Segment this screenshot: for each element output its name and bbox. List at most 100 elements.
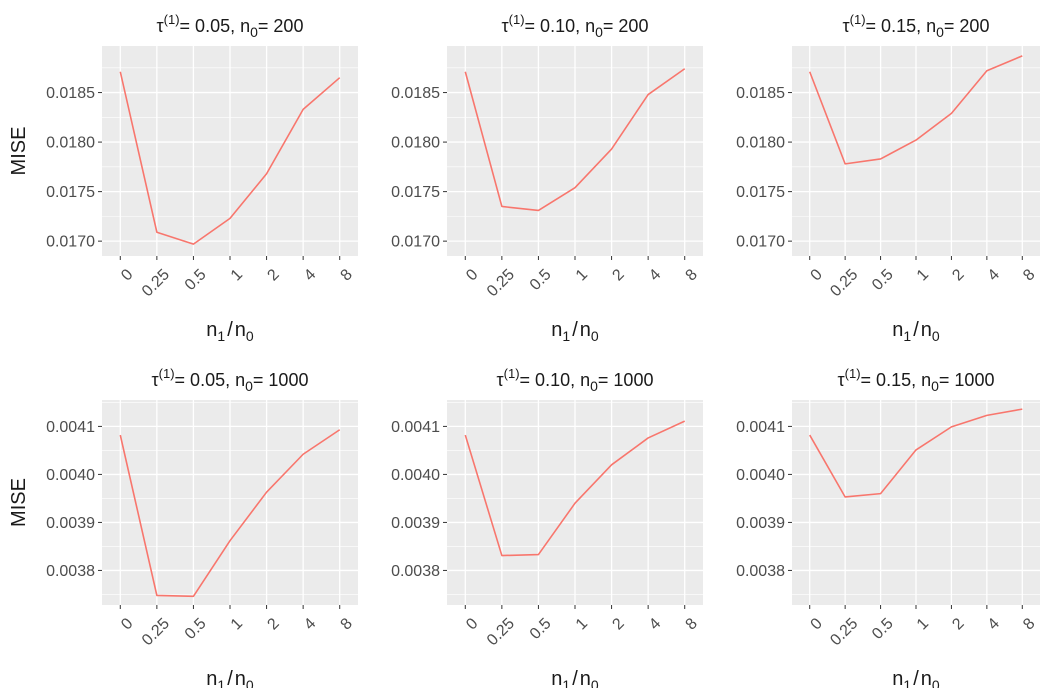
title-superscript: (1): [845, 366, 861, 381]
xlabel-n: n: [892, 319, 903, 341]
title-subscript: 0: [245, 378, 253, 394]
panel-title: τ(1)= 0.10, n0= 200: [502, 12, 649, 40]
panel-title: τ(1)= 0.15, n0= 1000: [838, 366, 995, 394]
title-subscript: 0: [931, 378, 939, 394]
x-tick-label: 1: [914, 266, 932, 284]
xlabel-sub1: 1: [903, 328, 911, 344]
xlabel-sub1: 1: [217, 677, 225, 688]
x-tick-label: 0.25: [139, 615, 173, 649]
xlabel-n0: n: [921, 319, 932, 341]
x-tick-label: 1: [914, 615, 932, 633]
x-tick-label: 2: [264, 615, 282, 633]
title-tau: τ: [843, 16, 850, 36]
title-tau: τ: [497, 370, 504, 390]
title-tail: = 200: [603, 16, 649, 36]
x-tick-label: 0.5: [527, 266, 555, 294]
y-tick-label: 0.0038: [736, 563, 785, 580]
x-tick-label: 0.5: [182, 266, 210, 294]
x-tick-label: 0.5: [869, 615, 897, 643]
xlabel-n: n: [551, 668, 562, 688]
x-tick-label: 1: [228, 266, 246, 284]
title-tau: τ: [502, 16, 509, 36]
y-tick-label: 0.0040: [46, 467, 95, 484]
title-text: = 0.15, n: [866, 16, 937, 36]
xlabel-n: n: [206, 668, 217, 688]
xlabel-n: n: [206, 319, 217, 341]
xlabel-n: n: [551, 319, 562, 341]
title-text: = 0.10, n: [525, 16, 596, 36]
xlabel-n: n: [892, 668, 903, 688]
x-tick-label: 8: [683, 266, 701, 284]
title-superscript: (1): [504, 366, 520, 381]
x-tick-label: 8: [1020, 266, 1038, 284]
x-tick-label: 0: [463, 615, 481, 633]
x-tick-label: 1: [228, 615, 246, 633]
x-axis-label: n1/n0: [892, 319, 940, 344]
title-subscript: 0: [250, 24, 258, 40]
panel-title: τ(1)= 0.05, n0= 200: [157, 12, 304, 40]
y-tick-label: 0.0040: [736, 467, 785, 484]
x-tick-label: 0.5: [527, 615, 555, 643]
xlabel-sub0: 0: [591, 677, 599, 688]
xlabel-slash: /: [913, 668, 919, 688]
x-tick-label: 0: [118, 615, 136, 633]
y-tick-label: 0.0180: [736, 135, 785, 152]
x-tick-label: 8: [338, 615, 356, 633]
x-tick-label: 0.25: [484, 266, 518, 300]
x-axis-label: n1/n0: [206, 668, 254, 688]
x-tick-label: 2: [949, 615, 967, 633]
y-tick-label: 0.0038: [46, 563, 95, 580]
x-tick-label: 0.25: [827, 615, 861, 649]
xlabel-slash: /: [227, 319, 233, 341]
y-tick-label: 0.0039: [46, 515, 95, 532]
x-tick-label: 1: [573, 266, 591, 284]
x-tick-label: 0: [808, 266, 826, 284]
y-tick-label: 0.0041: [736, 419, 785, 436]
xlabel-sub1: 1: [217, 328, 225, 344]
x-tick-label: 2: [609, 266, 627, 284]
title-subscript: 0: [595, 24, 603, 40]
y-tick-label: 0.0170: [391, 234, 440, 251]
title-superscript: (1): [850, 12, 866, 27]
x-tick-label: 4: [985, 615, 1003, 633]
x-axis-label: n1/n0: [551, 319, 599, 344]
y-axis-label: MISE: [8, 127, 30, 176]
x-axis-label: n1/n0: [892, 668, 940, 688]
x-tick-label: 0.25: [139, 266, 173, 300]
y-tick-label: 0.0170: [736, 234, 785, 251]
xlabel-sub0: 0: [246, 328, 254, 344]
xlabel-sub1: 1: [562, 677, 570, 688]
title-tail: = 200: [258, 16, 304, 36]
xlabel-n0: n: [235, 319, 246, 341]
y-tick-label: 0.0175: [391, 184, 440, 201]
x-tick-label: 0.25: [484, 615, 518, 649]
y-tick-label: 0.0038: [391, 563, 440, 580]
x-tick-label: 1: [573, 615, 591, 633]
xlabel-sub1: 1: [903, 677, 911, 688]
x-tick-label: 2: [609, 615, 627, 633]
y-tick-label: 0.0175: [736, 184, 785, 201]
panel-title: τ(1)= 0.05, n0= 1000: [152, 366, 309, 394]
title-text: = 0.05, n: [175, 370, 246, 390]
title-superscript: (1): [509, 12, 525, 27]
title-subscript: 0: [590, 378, 598, 394]
xlabel-slash: /: [572, 319, 578, 341]
panel-title: τ(1)= 0.10, n0= 1000: [497, 366, 654, 394]
title-tail: = 1000: [939, 370, 995, 390]
xlabel-n0: n: [580, 319, 591, 341]
y-tick-label: 0.0040: [391, 467, 440, 484]
x-tick-label: 0.5: [182, 615, 210, 643]
y-tick-label: 0.0175: [46, 184, 95, 201]
title-tau: τ: [152, 370, 159, 390]
y-tick-label: 0.0170: [46, 234, 95, 251]
title-tail: = 200: [944, 16, 990, 36]
x-tick-label: 4: [985, 266, 1003, 284]
title-tau: τ: [838, 370, 845, 390]
y-tick-label: 0.0041: [391, 419, 440, 436]
x-tick-label: 8: [683, 615, 701, 633]
y-tick-label: 0.0039: [736, 515, 785, 532]
